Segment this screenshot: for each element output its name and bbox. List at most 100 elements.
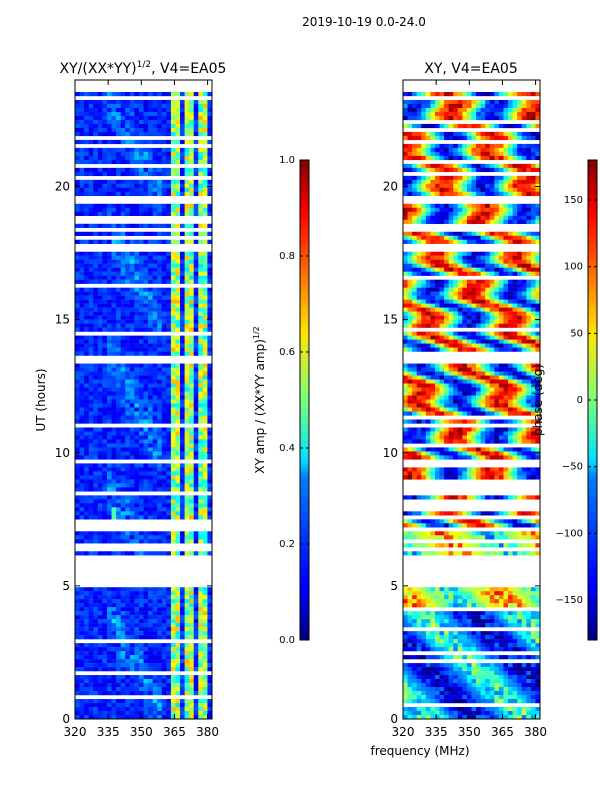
heatmap-cell [148,511,154,516]
heatmap-cell [152,263,158,268]
heatmap-cell [189,507,195,512]
heatmap-cell [207,503,212,508]
heatmap-cell [148,667,154,672]
heatmap-cell [143,379,149,384]
heatmap-cell [166,395,172,400]
heatmap-cell [88,711,94,716]
heatmap-cell [93,379,99,384]
heatmap-cell [175,531,181,536]
heatmap-cell [120,319,126,324]
heatmap-cell [97,343,103,348]
heatmap-cell [161,615,167,620]
heatmap-cell [189,375,195,380]
heatmap-cell [175,479,181,484]
heatmap-cell [434,135,440,141]
heatmap-cell [97,255,103,260]
heatmap-cell [448,111,454,117]
heatmap-cell [88,307,94,312]
heatmap-cell [498,215,504,220]
heatmap-cell [75,351,80,356]
heatmap-cell [120,395,126,400]
heatmap-cell [152,611,158,616]
heatmap-cell [430,91,436,97]
heatmap-cell [184,291,190,296]
heatmap-cell [476,131,482,137]
heatmap-cell [134,211,140,216]
heatmap-cell [84,119,90,125]
heatmap-cell [152,115,158,121]
heatmap-cell [421,255,427,260]
heatmap-cell [430,279,436,284]
heatmap-cell [189,347,195,352]
heatmap-cell [148,435,154,440]
heatmap-cell [526,271,532,276]
heatmap-cell [116,171,122,177]
heatmap-cell [198,655,204,660]
heatmap-cell [120,667,126,672]
heatmap-cell [129,647,135,652]
heatmap-cell [106,591,112,596]
heatmap-cell [120,347,126,352]
heatmap-cell [102,623,108,628]
heatmap-cell [125,279,131,284]
heatmap-cell [161,91,167,97]
heatmap-cell [97,339,103,344]
heatmap-cell [138,659,144,664]
heatmap-cell [157,271,163,276]
heatmap-cell [207,123,212,129]
heatmap-cell [466,99,472,105]
heatmap-cell [75,443,80,448]
heatmap-cell [180,203,185,208]
heatmap-cell [102,503,108,508]
heatmap-cell [462,299,468,304]
heatmap-cell [138,339,144,344]
heatmap-cell [134,707,140,712]
heatmap-cell [116,635,122,640]
heatmap-cell [412,143,418,149]
heatmap-cell [430,259,436,264]
heatmap-cell [430,307,436,312]
heatmap-cell [189,103,195,109]
heatmap-cell [170,427,176,432]
heatmap-cell [494,311,500,316]
heatmap-cell [106,255,112,260]
heatmap-cell [434,235,440,240]
heatmap-cell [120,311,126,316]
heatmap-cell [84,387,90,392]
heatmap-cell [425,283,431,288]
heatmap-cell [143,279,149,284]
heatmap-cell [207,667,212,672]
heatmap-cell [75,595,80,600]
heatmap-cell [485,311,491,316]
heatmap-cell [148,439,154,444]
heatmap-cell [453,271,459,276]
heatmap-cell [79,239,85,244]
heatmap-cell [157,663,163,668]
heatmap-cell [170,531,176,536]
heatmap-cell [75,327,80,332]
heatmap-cell [517,155,523,161]
heatmap-cell [97,191,103,197]
heatmap-cell [88,407,94,412]
heatmap-cell [125,551,131,556]
heatmap-cell [166,627,172,632]
heatmap-cell [125,295,131,300]
heatmap-cell [157,487,163,492]
heatmap-cell [125,263,131,268]
heatmap-cell [125,711,131,716]
heatmap-cell [148,171,154,177]
heatmap-cell [157,643,163,648]
heatmap-cell [79,703,85,708]
heatmap-cell [184,623,190,628]
heatmap-cell [448,179,454,185]
heatmap-cell [75,455,80,460]
heatmap-cell [116,435,122,440]
heatmap-cell [138,615,144,620]
heatmap-cell [152,387,158,392]
heatmap-cell [116,267,122,272]
heatmap-cell [134,471,140,476]
heatmap-cell [157,447,163,452]
heatmap-cell [129,111,135,117]
heatmap-cell [75,123,80,129]
heatmap-cell [508,279,513,284]
